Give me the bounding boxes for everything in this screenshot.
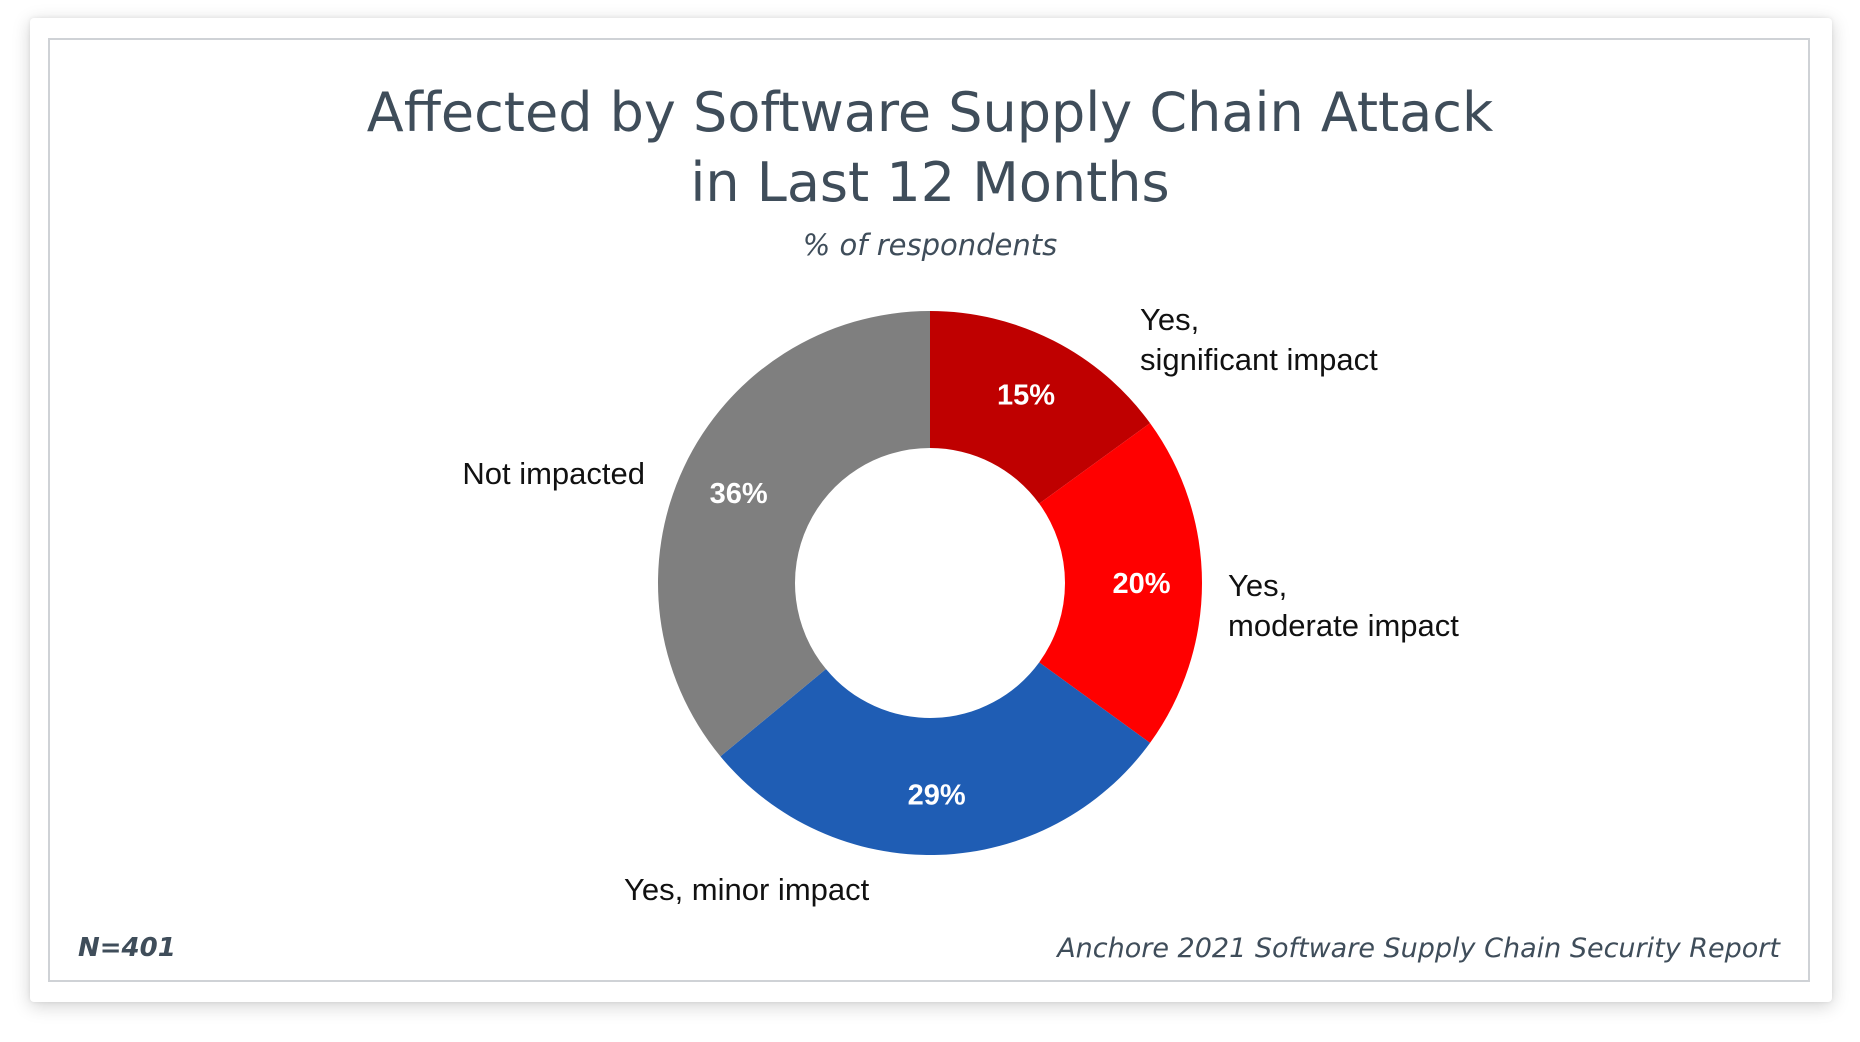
donut-slice-significant-impact [930,311,1151,504]
category-label-line: significant impact [1140,342,1378,377]
value-label-minor-impact: 29% [908,779,966,811]
source-note: Anchore 2021 Software Supply Chain Secur… [1057,933,1780,964]
category-label-minor-impact: Yes, minor impact [624,872,870,907]
value-label-not-impacted: 36% [710,478,768,510]
chart-title-line-2: in Last 12 Months [690,151,1170,214]
category-label-line: moderate impact [1228,608,1459,643]
category-label-line: Yes, minor impact [624,872,870,907]
sample-size-note: N=401 [78,933,176,963]
donut-slice-moderate-impact [1039,423,1203,743]
donut-slice-minor-impact [720,662,1151,855]
category-label-moderate-impact: Yes, moderate impact [1228,568,1459,643]
chart-frame [48,38,1810,982]
category-label-line: Yes, [1228,568,1287,603]
category-label-significant-impact: Yes, significant impact [1140,302,1378,377]
value-label-moderate-impact: 20% [1112,568,1170,600]
chart-title: Affected by Software Supply Chain Attack… [0,78,1860,218]
chart-title-line-1: Affected by Software Supply Chain Attack [366,81,1494,144]
category-label-line: Not impacted [462,456,645,491]
value-label-significant-impact: 15% [997,380,1055,412]
category-label-not-impacted: Not impacted [462,456,645,491]
donut-slice-not-impacted [658,311,930,757]
chart-subtitle: % of respondents [802,228,1058,262]
category-label-line: Yes, [1140,302,1199,337]
